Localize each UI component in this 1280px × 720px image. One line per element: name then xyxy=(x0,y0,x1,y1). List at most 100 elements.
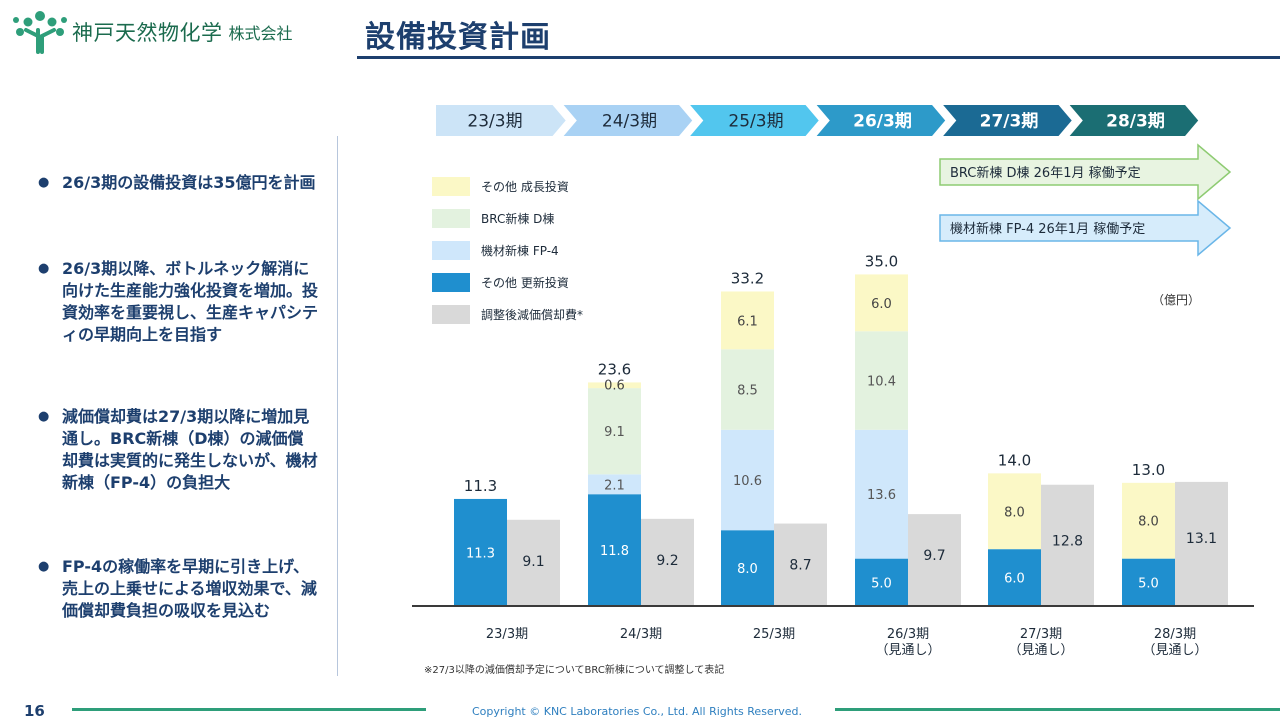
depreciation-bar xyxy=(1175,481,1228,606)
legend-label: 機材新棟 FP-4 xyxy=(481,243,559,258)
page-title: 設備投資計画 xyxy=(365,20,551,55)
capex-bar-segment xyxy=(454,498,507,606)
capex-bar-segment xyxy=(855,429,908,559)
capex-bar-segment xyxy=(588,388,641,475)
x-axis-tick-label: 23/3期 xyxy=(486,627,528,642)
callout-arrow xyxy=(939,199,1232,257)
capex-segment-label: 9.1 xyxy=(604,425,625,440)
capex-bar-segment xyxy=(588,494,641,606)
depreciation-bar xyxy=(1041,484,1094,606)
capex-segment-label: 5.0 xyxy=(871,576,892,591)
legend-label: 調整後減価償却費* xyxy=(481,307,583,322)
timeline-period-label: 28/3期 xyxy=(1106,112,1165,132)
capex-bar-segment xyxy=(988,473,1041,550)
callout-text: BRC新棟 D棟 26年1月 稼働予定 xyxy=(950,165,1141,181)
x-axis-tick-label: 27/3期 xyxy=(1020,627,1062,642)
capex-bar-segment xyxy=(588,474,641,495)
tree-logo-icon xyxy=(13,11,67,54)
depreciation-bar xyxy=(641,518,694,606)
legend-swatch xyxy=(432,273,470,292)
callout-text: 機材新棟 FP-4 26年1月 稼働予定 xyxy=(950,221,1145,237)
capex-segment-label: 8.0 xyxy=(1004,505,1025,520)
x-axis-tick-label: 28/3期 xyxy=(1154,627,1196,642)
capex-segment-label: 5.0 xyxy=(1138,576,1159,591)
capex-segment-label: 11.3 xyxy=(466,546,495,561)
timeline-period-label: 27/3期 xyxy=(980,112,1039,132)
capex-total-label: 35.0 xyxy=(865,252,898,270)
callout-arrow xyxy=(939,143,1232,201)
capex-segment-label: 8.5 xyxy=(737,384,758,399)
legend-label: BRC新棟 D棟 xyxy=(481,211,554,226)
company-logo: 神戸天然物化学 株式会社 xyxy=(12,10,293,54)
capex-bar-segment xyxy=(1122,482,1175,559)
capex-segment-label: 6.1 xyxy=(737,314,758,329)
capex-segment-label: 10.6 xyxy=(733,474,762,489)
capex-segment-label: 6.0 xyxy=(1004,572,1025,587)
bullet-item: 減価償却費は27/3期以降に増加見通し。BRC新棟（D棟）の減価償却費は実質的に… xyxy=(38,406,318,494)
capex-bar-segment xyxy=(1122,558,1175,606)
depreciation-bar xyxy=(908,514,961,606)
footer-rule-left xyxy=(72,708,426,711)
bullet-item: FP-4の稼働率を早期に引き上げ、売上の上乗せによる増収効果で、減価償却費負担の… xyxy=(38,556,318,622)
timeline-chevron xyxy=(434,103,569,138)
capex-segment-label: 10.4 xyxy=(867,375,896,390)
depreciation-bar xyxy=(507,519,560,606)
x-axis-tick-label: （見通し） xyxy=(1008,643,1073,658)
capex-total-label: 33.2 xyxy=(731,269,764,287)
capex-bar-segment xyxy=(855,558,908,606)
unit-label: （億円） xyxy=(1152,293,1200,307)
timeline-chevron xyxy=(1065,103,1201,138)
capex-segment-label: 13.6 xyxy=(867,488,896,503)
legend-label: その他 成長投資 xyxy=(481,179,569,194)
capex-segment-label: 2.1 xyxy=(604,478,625,493)
x-axis-tick-label: 26/3期 xyxy=(887,627,929,642)
capex-total-label: 11.3 xyxy=(464,477,497,495)
legend-label: その他 更新投資 xyxy=(481,275,569,290)
timeline-period-label: 24/3期 xyxy=(602,112,657,132)
copyright-text: Copyright © KNC Laboratories Co., Ltd. A… xyxy=(472,705,802,718)
left-column-divider xyxy=(337,136,338,676)
depreciation-label: 13.1 xyxy=(1186,531,1217,547)
capex-bar-segment xyxy=(588,382,641,389)
bullet-item: 26/3期以降、ボトルネック解消に向けた生産能力強化投資を増加。投資効率を重要視… xyxy=(38,258,318,346)
legend-swatch xyxy=(432,241,470,260)
capex-segment-label: 8.0 xyxy=(1138,515,1159,530)
x-axis-tick-label: （見通し） xyxy=(1142,643,1207,658)
depreciation-bar xyxy=(774,523,827,606)
bullet-item: 26/3期の設備投資は35億円を計画 xyxy=(38,172,318,194)
legend-swatch xyxy=(432,305,470,324)
capex-bar-segment xyxy=(721,429,774,531)
timeline-period-label: 25/3期 xyxy=(728,112,783,132)
depreciation-label: 9.1 xyxy=(522,554,544,570)
capex-segment-label: 6.0 xyxy=(871,297,892,312)
depreciation-label: 12.8 xyxy=(1052,534,1083,550)
timeline-chevron xyxy=(812,103,948,138)
capex-bar-segment xyxy=(721,530,774,606)
capex-bar-segment xyxy=(988,549,1041,606)
company-name: 神戸天然物化学 xyxy=(72,21,223,45)
depreciation-label: 8.7 xyxy=(789,558,811,574)
x-axis-tick-label: 24/3期 xyxy=(620,627,662,642)
x-axis-tick-label: 25/3期 xyxy=(753,627,795,642)
timeline-chevron xyxy=(938,103,1075,138)
capex-segment-label: 0.6 xyxy=(604,378,625,393)
legend-swatch xyxy=(432,177,470,196)
title-divider xyxy=(357,56,1280,59)
capex-bar-segment xyxy=(721,349,774,430)
capex-bar-segment xyxy=(721,291,774,350)
timeline-period-label: 23/3期 xyxy=(467,112,522,132)
timeline-chevron xyxy=(559,103,695,138)
depreciation-label: 9.2 xyxy=(656,553,678,569)
capex-total-label: 14.0 xyxy=(998,451,1031,469)
legend-swatch xyxy=(432,209,470,228)
page-number: 16 xyxy=(24,702,45,720)
capex-bar-segment xyxy=(855,331,908,430)
depreciation-label: 9.7 xyxy=(923,548,945,564)
x-axis-tick-label: （見通し） xyxy=(875,643,940,658)
capex-segment-label: 8.0 xyxy=(737,562,758,577)
capex-segment-label: 11.8 xyxy=(600,544,629,559)
chart-footnote: ※27/3以降の減価償却予定についてBRC新棟について調整して表記 xyxy=(424,663,724,676)
footer-rule-right xyxy=(835,708,1280,711)
capex-bar-segment xyxy=(855,274,908,332)
